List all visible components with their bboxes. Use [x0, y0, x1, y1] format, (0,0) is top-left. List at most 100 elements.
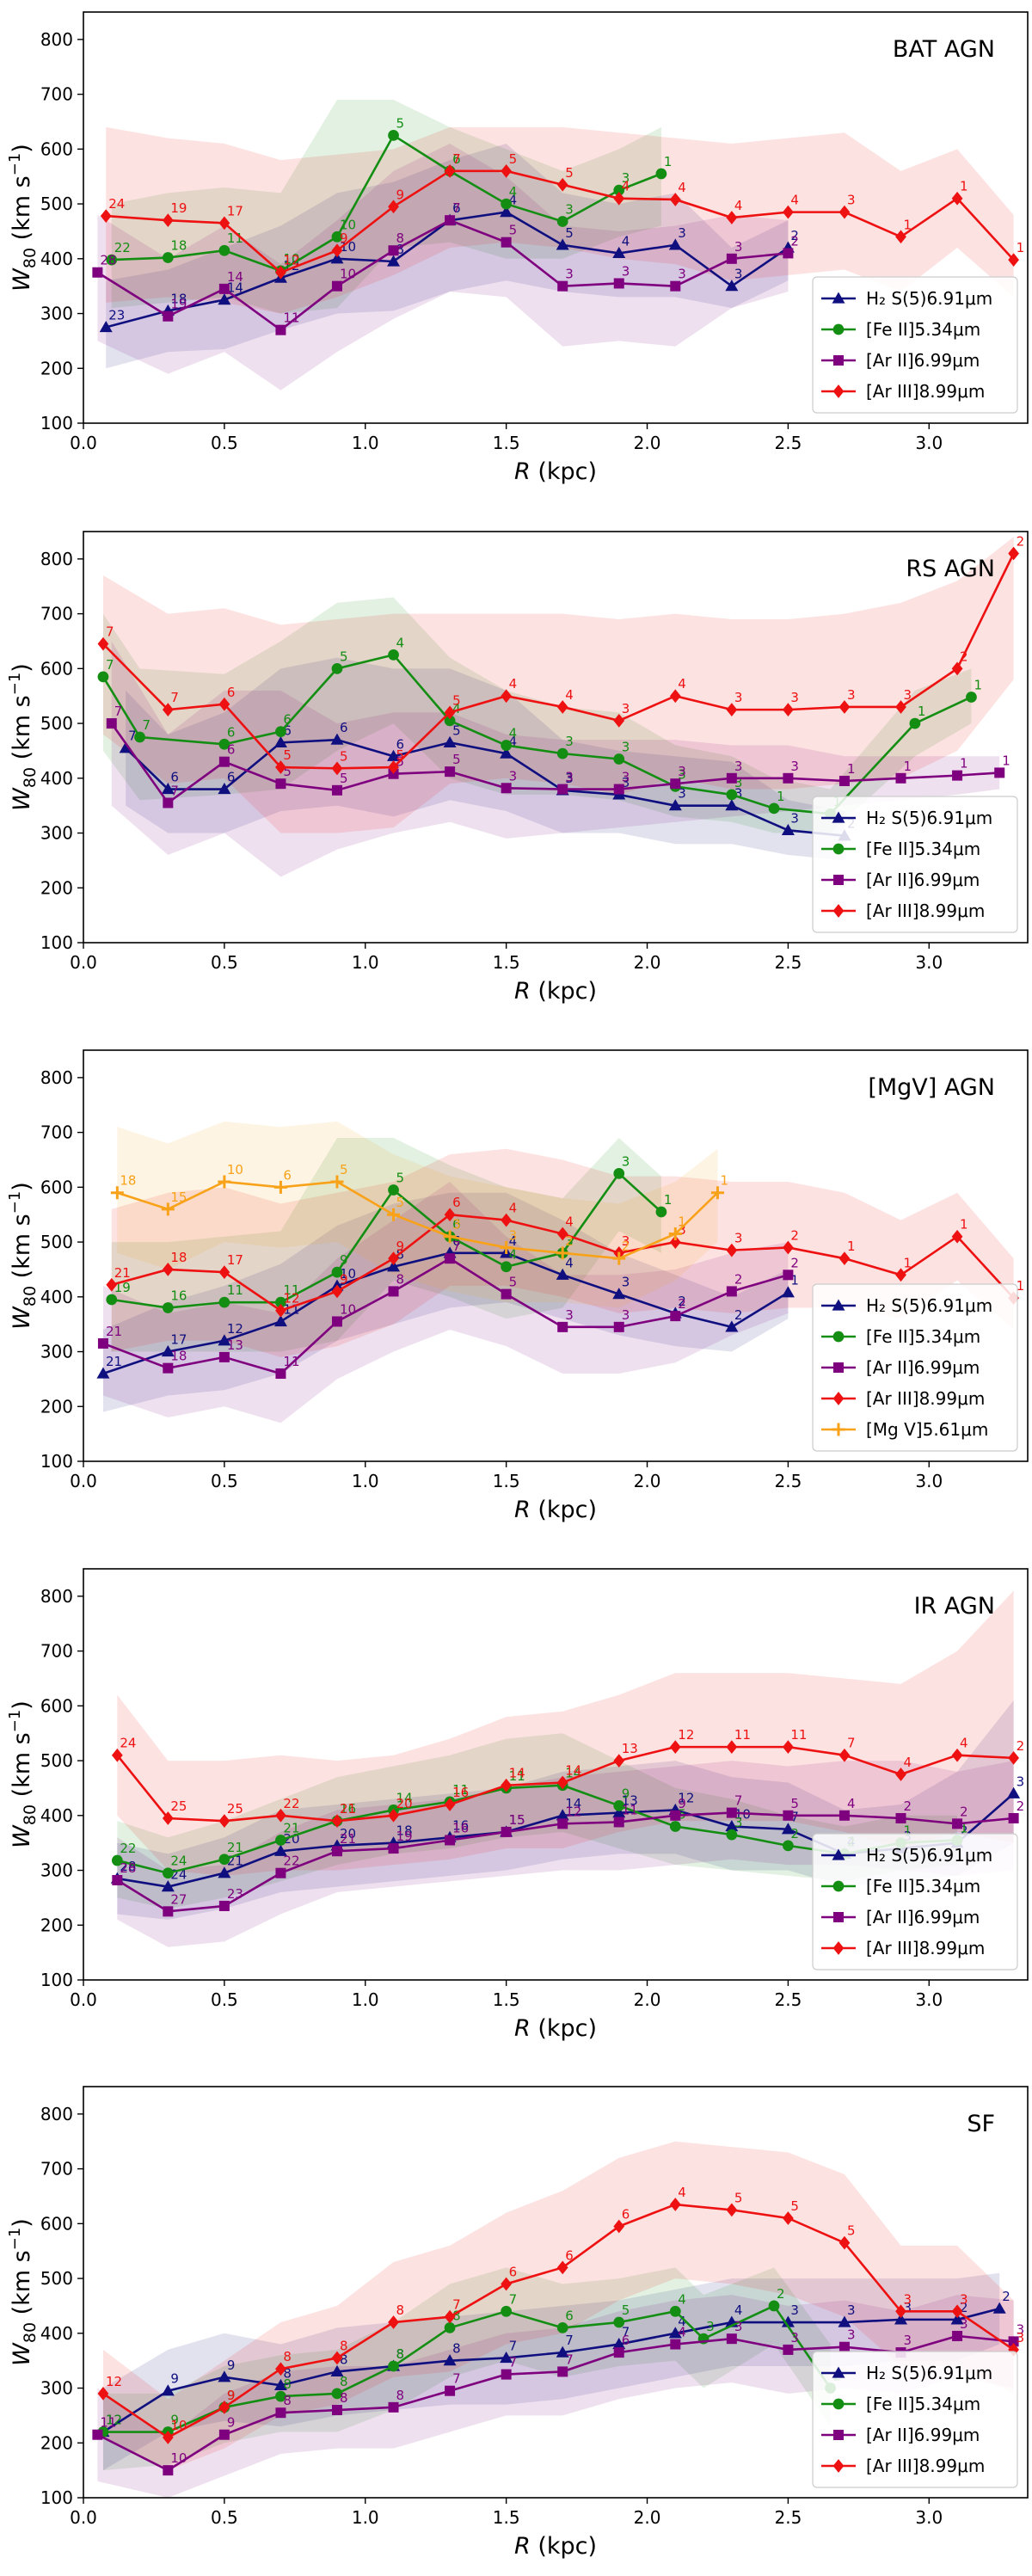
count-label: 7 [734, 1793, 743, 1809]
data-point [218, 2400, 230, 2414]
count-label: 1 [1017, 240, 1025, 255]
count-label: 20 [396, 1796, 413, 1811]
legend-label: [Ar II]6.99μm [866, 1907, 980, 1927]
legend-label: [Fe II]5.34μm [866, 1326, 980, 1347]
data-point [556, 1227, 568, 1241]
count-label: 10 [170, 2450, 187, 2466]
count-label: 8 [340, 2352, 348, 2367]
legend-marker [833, 355, 844, 366]
panel-title: [MgV] AGN [868, 1074, 995, 1101]
y-tick-label: 600 [40, 2213, 73, 2234]
data-point [501, 163, 513, 178]
data-point [106, 718, 117, 729]
y-tick-label: 400 [40, 2323, 73, 2344]
data-point [444, 715, 456, 727]
data-point [838, 700, 851, 714]
data-point [275, 1808, 286, 1823]
data-point [612, 246, 626, 259]
legend-item: [Ar III]8.99μm [821, 901, 985, 921]
legend-item: [Ar III]8.99μm [821, 381, 985, 402]
count-label: 9 [227, 2358, 236, 2373]
count-label: 3 [1017, 2330, 1025, 2345]
y-tick-label: 100 [40, 932, 73, 953]
count-label: 3 [734, 267, 743, 282]
data-point [330, 733, 344, 745]
x-tick-label: 2.5 [774, 2507, 802, 2528]
data-point [443, 1230, 457, 1244]
count-label: 25 [170, 1798, 187, 1814]
data-point [951, 2304, 963, 2319]
data-point [952, 1818, 963, 1829]
data-point [726, 1243, 738, 1257]
x-tick-label: 1.0 [352, 433, 379, 453]
count-label: 3 [847, 2302, 856, 2318]
legend-marker [832, 1941, 845, 1955]
data-point [613, 278, 624, 289]
panel-title: BAT AGN [893, 36, 995, 63]
count-label: 7 [452, 2371, 461, 2387]
data-point [275, 1368, 286, 1380]
count-label: 9 [227, 2388, 236, 2403]
data-point [162, 252, 174, 263]
data-point [768, 2300, 780, 2312]
count-label: 6 [452, 1217, 461, 1233]
data-point [218, 1265, 230, 1279]
count-label: 1 [904, 1255, 912, 1270]
count-label: 6 [452, 151, 461, 167]
data-point [768, 802, 780, 815]
data-point [726, 1829, 738, 1841]
data-point [163, 310, 174, 322]
y-tick-label: 300 [40, 304, 73, 324]
count-label: 5 [340, 1162, 348, 1177]
y-tick-label: 700 [40, 2159, 73, 2179]
count-label: 6 [452, 200, 461, 216]
y-tick-label: 100 [40, 1451, 73, 1472]
count-label: 9 [340, 1252, 348, 1268]
data-point [612, 2338, 626, 2350]
data-point [330, 252, 344, 264]
data-point [161, 1202, 175, 1216]
count-label: 6 [396, 736, 405, 752]
count-label: 10 [340, 1301, 356, 1317]
series-layer: 1299888877744333221299888876543221110988… [92, 2185, 1025, 2476]
data-point [838, 1251, 851, 1266]
data-point [388, 2360, 399, 2372]
count-label: 5 [396, 115, 405, 131]
data-point [388, 1286, 399, 1297]
panel-4: 2824212020181615141312107432322242121161… [6, 1568, 1029, 2042]
count-label: 7 [106, 624, 114, 640]
data-point [556, 1246, 569, 1260]
legend-marker [832, 811, 845, 823]
x-tick-label: 2.0 [634, 1471, 661, 1491]
count-label: 2 [790, 1255, 799, 1270]
data-point [218, 1334, 231, 1346]
data-point [97, 2387, 109, 2401]
data-point [387, 749, 401, 761]
data-point [670, 2339, 681, 2350]
data-point [163, 1362, 174, 1374]
data-point [557, 784, 568, 795]
x-tick-label: 0.5 [211, 1989, 238, 2010]
count-label: 12 [106, 2374, 122, 2389]
data-point [388, 1808, 399, 1823]
count-label: 9 [227, 2388, 236, 2403]
data-point [275, 1867, 286, 1878]
count-label: 1 [777, 789, 785, 804]
count-label: 2 [678, 1296, 686, 1312]
data-point [218, 697, 230, 711]
count-label: 11 [509, 1768, 525, 1784]
data-point [909, 717, 921, 729]
series-2: 129988887654322 [97, 2286, 841, 2438]
count-label: 3 [706, 2319, 715, 2334]
count-label: 2 [565, 1233, 574, 1249]
y-axis-label: W80 (km s−1) [6, 144, 40, 292]
data-point [838, 2341, 850, 2352]
y-tick-label: 400 [40, 768, 73, 789]
data-point [275, 1835, 286, 1846]
count-label: 22 [283, 1796, 299, 1811]
y-tick-label: 200 [40, 2432, 73, 2453]
count-label: 4 [452, 701, 461, 716]
count-label: 12 [106, 2413, 122, 2428]
